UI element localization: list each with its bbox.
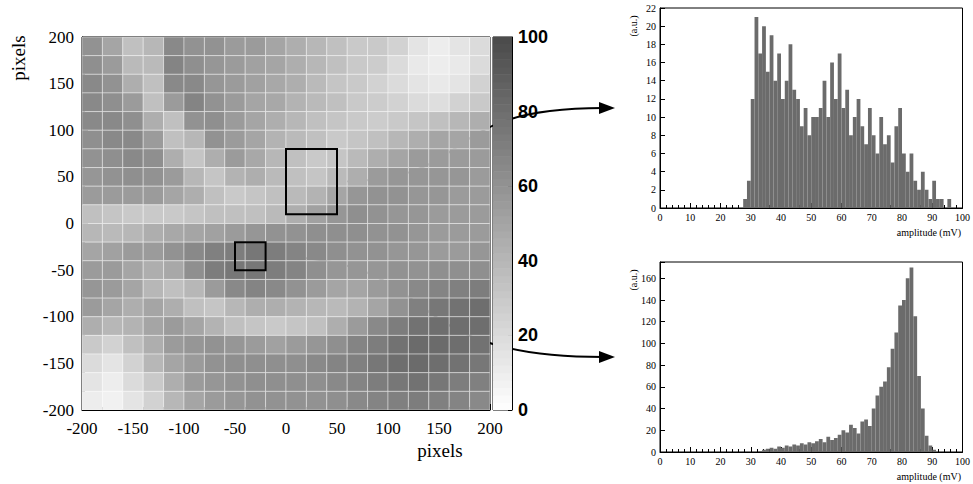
svg-text:20: 20 [646, 21, 656, 32]
svg-text:200: 200 [49, 28, 75, 47]
svg-text:(a.u.): (a.u.) [628, 269, 640, 290]
svg-text:80: 80 [646, 360, 656, 371]
svg-text:40: 40 [776, 212, 786, 223]
svg-text:30: 30 [746, 456, 756, 467]
svg-text:140: 140 [641, 295, 656, 306]
svg-text:16: 16 [646, 57, 656, 68]
svg-text:200: 200 [477, 419, 503, 438]
svg-text:70: 70 [867, 456, 877, 467]
svg-text:-100: -100 [168, 419, 199, 438]
svg-text:150: 150 [49, 74, 75, 93]
svg-text:40: 40 [518, 251, 538, 271]
svg-text:100: 100 [49, 121, 75, 140]
svg-text:20: 20 [716, 212, 726, 223]
svg-text:30: 30 [746, 212, 756, 223]
svg-text:14: 14 [646, 75, 656, 86]
svg-text:pixels: pixels [417, 440, 462, 461]
svg-text:-100: -100 [43, 307, 74, 326]
svg-text:50: 50 [329, 419, 346, 438]
svg-text:120: 120 [641, 316, 656, 327]
svg-text:8: 8 [651, 130, 656, 141]
svg-text:10: 10 [685, 212, 695, 223]
svg-text:amplitude (mV): amplitude (mV) [897, 227, 961, 239]
svg-text:100: 100 [955, 212, 970, 223]
svg-text:0: 0 [658, 456, 663, 467]
svg-text:70: 70 [867, 212, 877, 223]
svg-text:80: 80 [518, 102, 538, 122]
svg-text:90: 90 [927, 212, 937, 223]
svg-text:12: 12 [646, 93, 656, 104]
svg-text:amplitude (mV): amplitude (mV) [897, 471, 961, 483]
svg-text:-150: -150 [117, 419, 148, 438]
svg-text:20: 20 [646, 425, 656, 436]
svg-text:0: 0 [282, 419, 291, 438]
svg-text:100: 100 [518, 27, 548, 47]
svg-text:40: 40 [646, 403, 656, 414]
svg-text:80: 80 [897, 456, 907, 467]
svg-text:(a.u.): (a.u.) [628, 15, 640, 36]
svg-text:90: 90 [927, 456, 937, 467]
svg-text:60: 60 [646, 381, 656, 392]
svg-text:100: 100 [641, 338, 656, 349]
svg-text:22: 22 [646, 3, 656, 14]
svg-text:-50: -50 [51, 261, 74, 280]
svg-text:0: 0 [651, 203, 656, 214]
svg-text:-200: -200 [66, 419, 97, 438]
svg-text:160: 160 [641, 273, 656, 284]
svg-text:50: 50 [806, 456, 816, 467]
svg-text:0: 0 [518, 400, 528, 420]
svg-text:18: 18 [646, 39, 656, 50]
svg-text:6: 6 [651, 148, 656, 159]
svg-text:20: 20 [518, 325, 538, 345]
svg-text:2: 2 [651, 184, 656, 195]
svg-text:0: 0 [658, 212, 663, 223]
svg-text:150: 150 [426, 419, 452, 438]
svg-text:60: 60 [837, 456, 847, 467]
svg-text:pixels: pixels [8, 35, 29, 80]
svg-text:60: 60 [518, 176, 538, 196]
svg-text:10: 10 [685, 456, 695, 467]
svg-text:4: 4 [651, 166, 656, 177]
svg-text:40: 40 [776, 456, 786, 467]
svg-text:50: 50 [806, 212, 816, 223]
svg-text:100: 100 [375, 419, 401, 438]
svg-text:-50: -50 [224, 419, 247, 438]
svg-text:10: 10 [646, 112, 656, 123]
svg-text:-150: -150 [43, 354, 74, 373]
svg-text:0: 0 [66, 214, 75, 233]
svg-text:100: 100 [955, 456, 970, 467]
svg-text:80: 80 [897, 212, 907, 223]
svg-text:0: 0 [651, 447, 656, 458]
svg-text:-200: -200 [43, 401, 74, 420]
svg-text:50: 50 [57, 167, 74, 186]
svg-text:60: 60 [837, 212, 847, 223]
svg-text:20: 20 [716, 456, 726, 467]
